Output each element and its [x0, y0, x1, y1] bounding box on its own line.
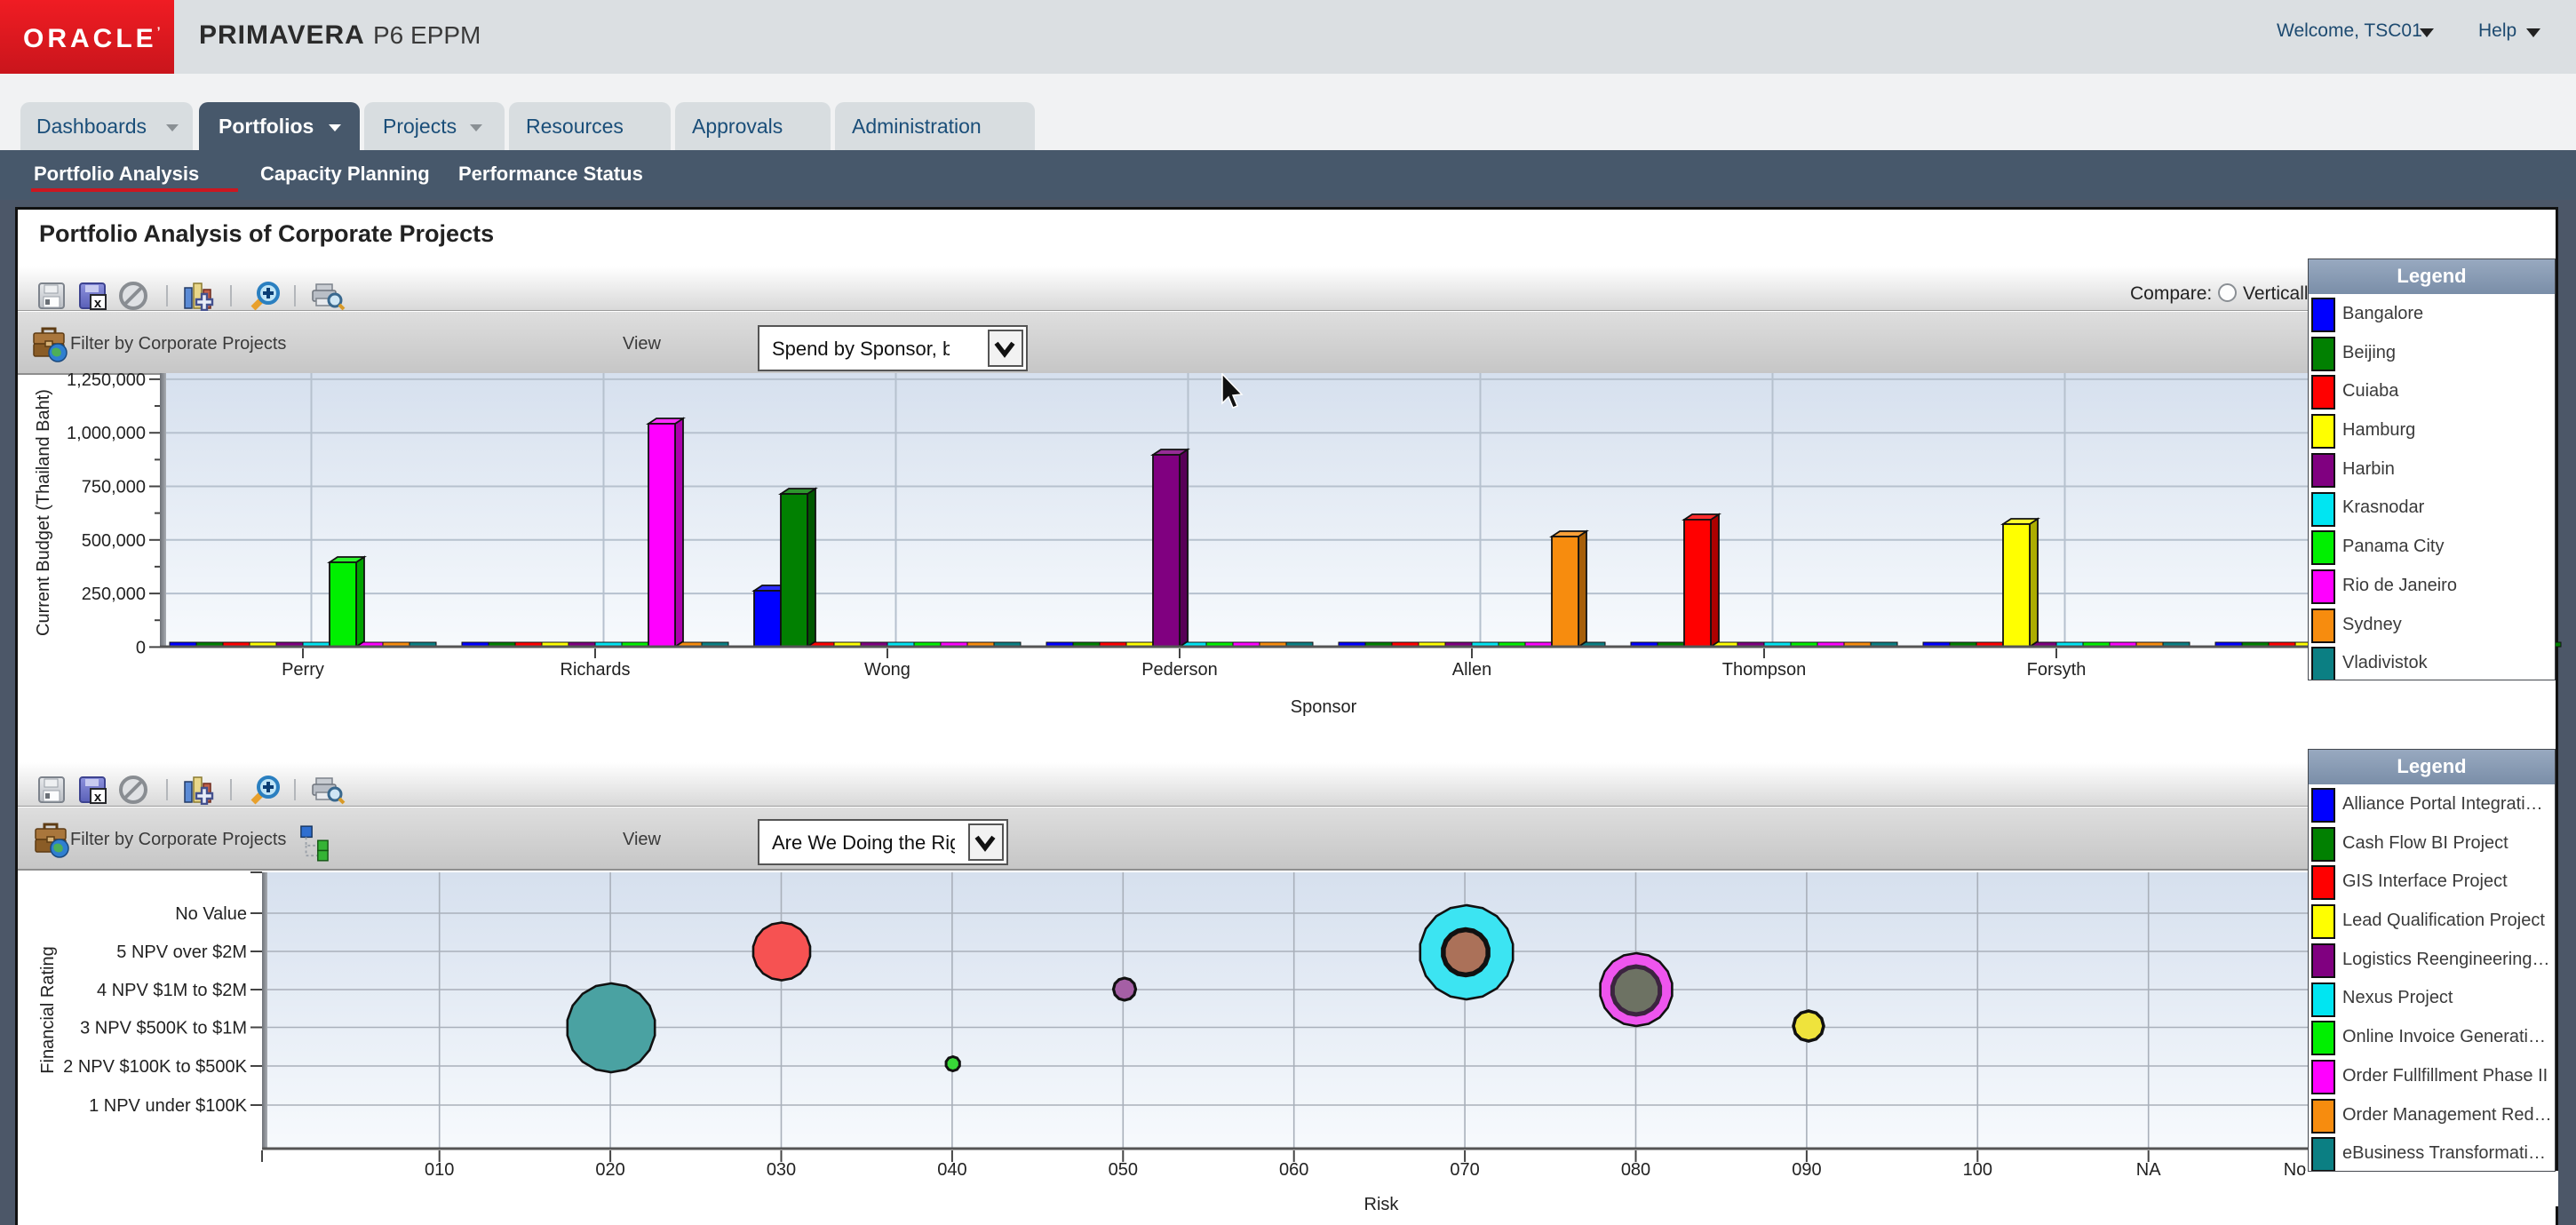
svg-text:x: x: [94, 296, 102, 311]
svg-text:x: x: [94, 790, 102, 805]
svg-text:750,000: 750,000: [82, 478, 146, 497]
svg-text:1,250,000: 1,250,000: [67, 370, 146, 390]
svg-text:020: 020: [595, 1160, 624, 1180]
svg-text:010: 010: [425, 1160, 454, 1180]
svg-text:5 NPV over $2M: 5 NPV over $2M: [116, 943, 247, 962]
svg-text:Wong: Wong: [864, 660, 910, 680]
svg-text:090: 090: [1792, 1160, 1821, 1180]
svg-text:Richards: Richards: [561, 660, 631, 680]
svg-text:Risk: Risk: [1364, 1195, 1400, 1214]
svg-text:2 NPV $100K to $500K: 2 NPV $100K to $500K: [63, 1057, 247, 1077]
svg-text:4 NPV $1M to $2M: 4 NPV $1M to $2M: [97, 981, 247, 1000]
svg-text:Allen: Allen: [1452, 660, 1491, 680]
svg-text:100: 100: [1963, 1160, 1992, 1180]
svg-text:3 NPV $500K to $1M: 3 NPV $500K to $1M: [80, 1019, 247, 1038]
svg-text:500,000: 500,000: [82, 531, 146, 551]
svg-text:No Value: No Value: [175, 904, 247, 924]
svg-text:Current Budget (Thailand Baht): Current Budget (Thailand Baht): [34, 389, 53, 636]
svg-text:1,000,000: 1,000,000: [67, 424, 146, 443]
svg-text:Perry: Perry: [282, 660, 324, 680]
svg-text:080: 080: [1621, 1160, 1650, 1180]
svg-text:040: 040: [937, 1160, 966, 1180]
svg-text:250,000: 250,000: [82, 585, 146, 604]
svg-text:Financial Rating: Financial Rating: [38, 946, 58, 1073]
svg-text:050: 050: [1109, 1160, 1138, 1180]
svg-text:0: 0: [136, 638, 146, 657]
svg-text:NA: NA: [2136, 1160, 2161, 1180]
svg-text:1 NPV under $100K: 1 NPV under $100K: [89, 1096, 248, 1116]
svg-text:Forsyth: Forsyth: [2027, 660, 2087, 680]
svg-text:Sponsor: Sponsor: [1291, 697, 1357, 717]
svg-text:030: 030: [767, 1160, 796, 1180]
svg-text:070: 070: [1450, 1160, 1479, 1180]
svg-text:060: 060: [1279, 1160, 1308, 1180]
svg-text:Pederson: Pederson: [1141, 660, 1218, 680]
svg-text:Thompson: Thompson: [1722, 660, 1807, 680]
